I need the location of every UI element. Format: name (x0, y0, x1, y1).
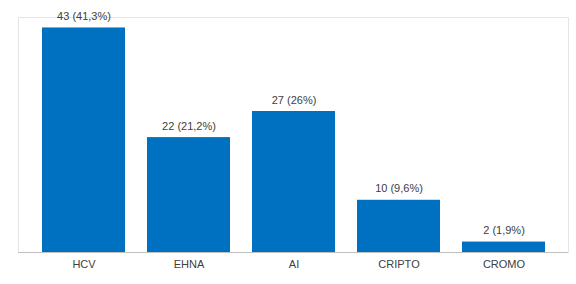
svg-text:AI: AI (289, 258, 299, 270)
svg-text:27 (26%): 27 (26%) (272, 94, 317, 106)
svg-text:43 (41,3%): 43 (41,3%) (57, 10, 111, 22)
svg-text:10 (9,6%): 10 (9,6%) (375, 182, 423, 194)
svg-text:HCV: HCV (72, 258, 96, 270)
svg-text:CROMO: CROMO (483, 258, 526, 270)
svg-text:2 (1,9%): 2 (1,9%) (483, 224, 525, 236)
svg-text:EHNA: EHNA (174, 258, 205, 270)
svg-text:22 (21,2%): 22 (21,2%) (162, 120, 216, 132)
svg-text:CRIPTO: CRIPTO (378, 258, 420, 270)
